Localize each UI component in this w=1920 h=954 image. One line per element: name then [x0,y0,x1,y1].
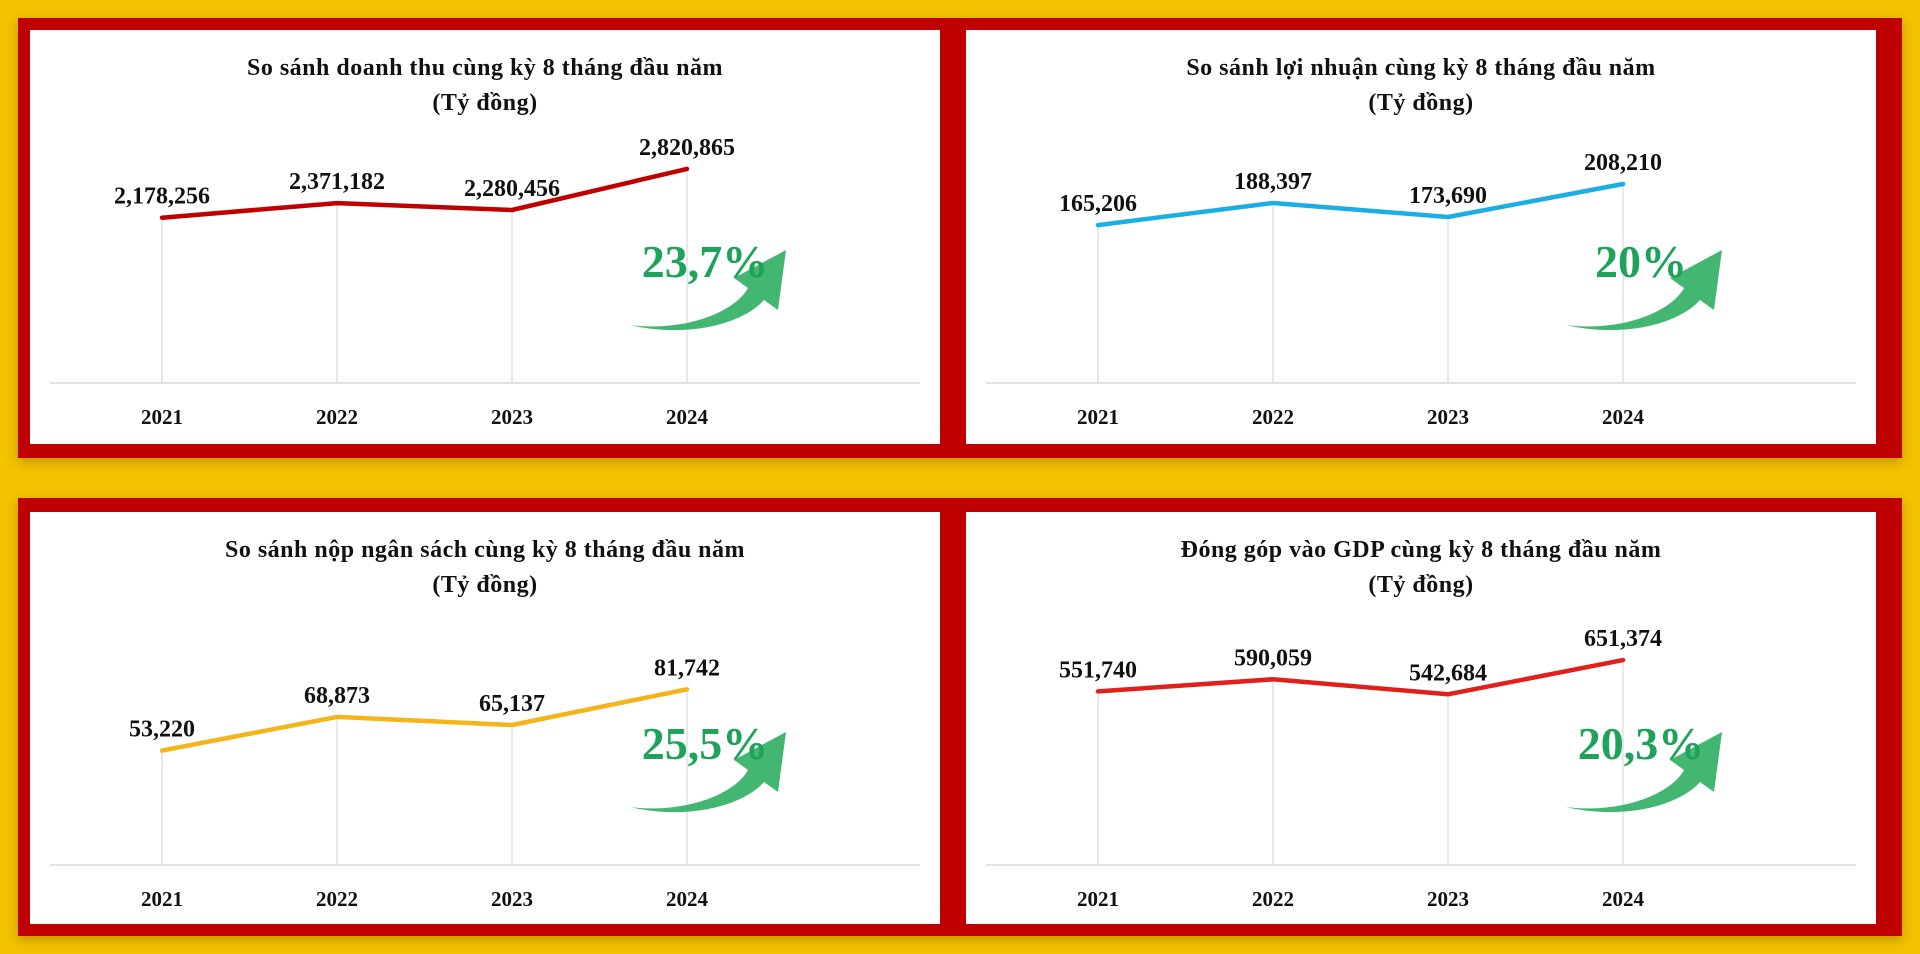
x-tick-label: 2022 [1252,405,1294,429]
chart-title: So sánh lợi nhuận cùng kỳ 8 tháng đầu nă… [1186,55,1655,81]
chart-panel-revenue: So sánh doanh thu cùng kỳ 8 tháng đầu nă… [30,30,940,444]
x-tick-label: 2021 [141,887,183,911]
x-tick-label: 2021 [1077,887,1119,911]
series-line [159,687,690,753]
chart-revenue-svg: So sánh doanh thu cùng kỳ 8 tháng đầu nă… [50,55,920,429]
series-line [159,166,690,220]
data-label: 65,137 [479,691,545,717]
chart-marks: 53,220 68,873 65,137 81,742 2021 2022 2023 2024… [50,655,920,911]
chart-title: So sánh doanh thu cùng kỳ 8 tháng đầu nă… [247,55,723,81]
data-label: 81,742 [654,655,720,681]
chart-gdp-svg: Đóng góp vào GDP cùng kỳ 8 tháng đầu năm… [986,537,1856,911]
x-tick-label: 2023 [491,405,533,429]
chart-profit-svg: So sánh lợi nhuận cùng kỳ 8 tháng đầu nă… [986,55,1856,429]
chart-panel-budget: So sánh nộp ngân sách cùng kỳ 8 tháng đầ… [30,512,940,924]
x-tick-label: 2021 [1077,405,1119,429]
data-label: 173,690 [1409,183,1487,209]
x-tick-label: 2024 [666,887,709,911]
growth-percent: 20% [1595,236,1687,287]
chart-title: So sánh nộp ngân sách cùng kỳ 8 tháng đầ… [225,537,745,563]
x-tick-label: 2024 [666,405,709,429]
data-label: 590,059 [1234,645,1312,671]
chart-panel-gdp: Đóng góp vào GDP cùng kỳ 8 tháng đầu năm… [966,512,1876,924]
growth-arrow-icon [1566,732,1722,813]
growth-arrow-icon [630,250,786,331]
growth-arrow-icon [630,732,786,813]
chart-marks: 551,740 590,059 542,684 651,374 2021 2022 2023… [986,626,1856,911]
chart-subtitle: (Tỷ đồng) [432,572,537,598]
x-tick-label: 2022 [316,887,358,911]
chart-title: Đóng góp vào GDP cùng kỳ 8 tháng đầu năm [1181,537,1662,563]
data-label: 2,178,256 [114,184,210,210]
x-tick-label: 2024 [1602,887,1645,911]
chart-marks: 165,206 188,397 173,690 208,210 2021 2022 2023… [986,150,1856,429]
x-tick-label: 2024 [1602,405,1645,429]
x-tick-label: 2023 [491,887,533,911]
x-tick-label: 2021 [141,405,183,429]
chart-panel-profit: So sánh lợi nhuận cùng kỳ 8 tháng đầu nă… [966,30,1876,444]
data-label: 542,684 [1409,660,1487,686]
data-label: 53,220 [129,717,195,743]
series-line [1095,181,1626,228]
x-tick-label: 2023 [1427,405,1469,429]
chart-budget-svg: So sánh nộp ngân sách cùng kỳ 8 tháng đầ… [50,537,920,911]
chart-subtitle: (Tỷ đồng) [1368,572,1473,598]
growth-percent: 20,3% [1578,718,1705,769]
data-label: 651,374 [1584,626,1662,652]
data-label: 188,397 [1234,169,1312,195]
data-label: 2,280,456 [464,176,560,202]
x-tick-label: 2022 [1252,887,1294,911]
growth-percent: 23,7% [642,236,769,287]
data-label: 165,206 [1059,191,1137,217]
x-tick-label: 2023 [1427,887,1469,911]
growth-arrow-icon [1566,250,1722,331]
chart-subtitle: (Tỷ đồng) [1368,90,1473,116]
data-label: 208,210 [1584,150,1662,176]
growth-percent: 25,5% [642,718,769,769]
data-label: 2,820,865 [639,135,735,161]
data-label: 68,873 [304,683,370,709]
data-label: 551,740 [1059,657,1137,683]
x-tick-label: 2022 [316,405,358,429]
chart-subtitle: (Tỷ đồng) [432,90,537,116]
series-line [1095,657,1626,697]
data-label: 2,371,182 [289,169,385,195]
chart-marks: 2,178,256 2,371,182 2,280,456 2,820,865 2021… [50,135,920,429]
